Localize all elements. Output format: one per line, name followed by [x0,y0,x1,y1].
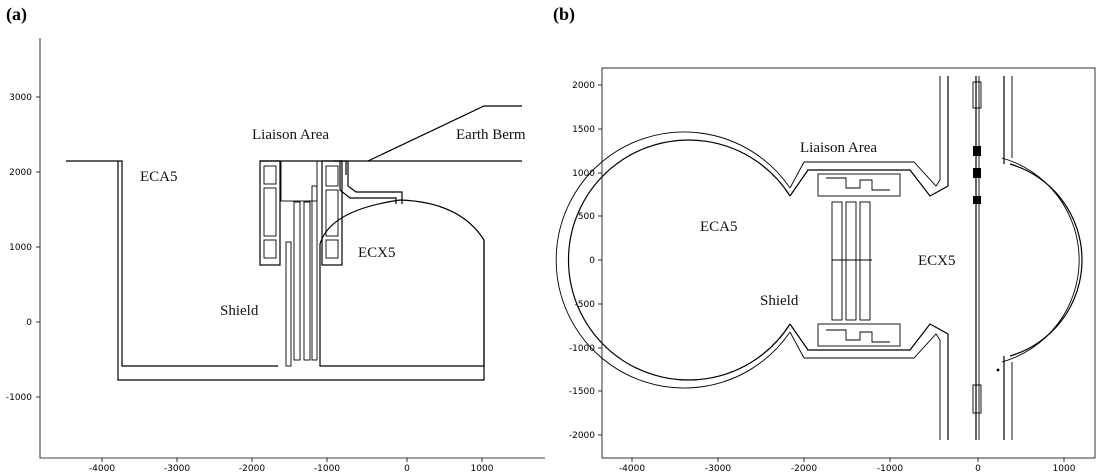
panel-a-axes [39,38,545,459]
panel-a: -4000 -3000 -2000 -1000 0 1000 3000 2000… [6,38,545,472]
panel-a-x-ticks: -4000 -3000 -2000 -1000 0 1000 [89,458,494,472]
eca5-label: ECA5 [700,219,738,235]
panel-b-frame [601,67,1096,459]
earth-berm-outline [367,105,522,162]
x-tick-label: -2000 [791,464,817,472]
panel-b-label: (b) [553,4,575,24]
y-tick-label: 1000 [572,169,595,179]
liaison-area-boxes [817,173,901,347]
upper-corridor [789,76,949,197]
liaison-left-block [259,160,281,266]
liaison-right-block [321,160,343,266]
y-tick-label: 0 [589,256,595,266]
y-tick-label: 2000 [572,81,595,91]
shield-slabs [280,160,318,367]
x-tick-label: -2000 [239,464,265,472]
y-tick-label: -1000 [6,393,32,403]
y-tick-label: -1000 [569,344,595,354]
panel-b: -4000 -3000 -2000 -1000 0 1000 2000 1500… [555,67,1096,472]
panel-a-y-ticks: 3000 2000 1000 0 -1000 [6,93,40,403]
shield-slabs [831,201,872,321]
cavern-outer-wall [117,161,485,381]
x-tick-label: 0 [975,464,981,472]
x-tick-label: -3000 [164,464,190,472]
panel-a-label: (a) [6,4,27,24]
y-tick-label: -500 [575,300,596,310]
x-tick-label: -1000 [314,464,340,472]
eca5-outline [66,160,278,367]
beam-line [972,76,1000,440]
ecx5-label: ECX5 [918,253,956,269]
x-tick-label: -4000 [619,464,645,472]
ecx5-outline [319,199,485,367]
y-tick-label: 0 [26,318,32,328]
x-tick-label: -3000 [705,464,731,472]
panel-b-x-ticks: -4000 -3000 -2000 -1000 0 1000 [619,458,1076,472]
y-tick-label: 1500 [572,125,595,135]
ecx5-label: ECX5 [358,245,396,261]
liaison-top [260,160,347,175]
shield-label: Shield [760,293,799,309]
ecx5-outline [1009,163,1083,357]
liaison-area-label: Liaison Area [252,127,329,143]
liaison-area-label: Liaison Area [800,140,877,156]
panel-b-y-ticks: 2000 1500 1000 500 0 -500 -1000 -1500 -2… [569,81,602,441]
x-tick-label: 1000 [471,464,494,472]
lower-corridor [789,323,949,440]
y-tick-label: 2000 [9,168,32,178]
x-tick-label: -4000 [89,464,115,472]
eca5-label: ECA5 [140,169,178,185]
x-tick-label: -1000 [877,464,903,472]
y-tick-label: 1000 [9,243,32,253]
y-tick-label: -1500 [569,387,595,397]
shield-label: Shield [220,303,259,319]
earth-berm-label: Earth Berm [456,127,526,143]
x-tick-label: 1000 [1053,464,1076,472]
eca5-outline [567,139,791,381]
y-tick-label: 500 [578,212,595,222]
y-tick-label: 3000 [9,93,32,103]
y-tick-label: -2000 [569,431,595,441]
x-tick-label: 0 [404,464,410,472]
